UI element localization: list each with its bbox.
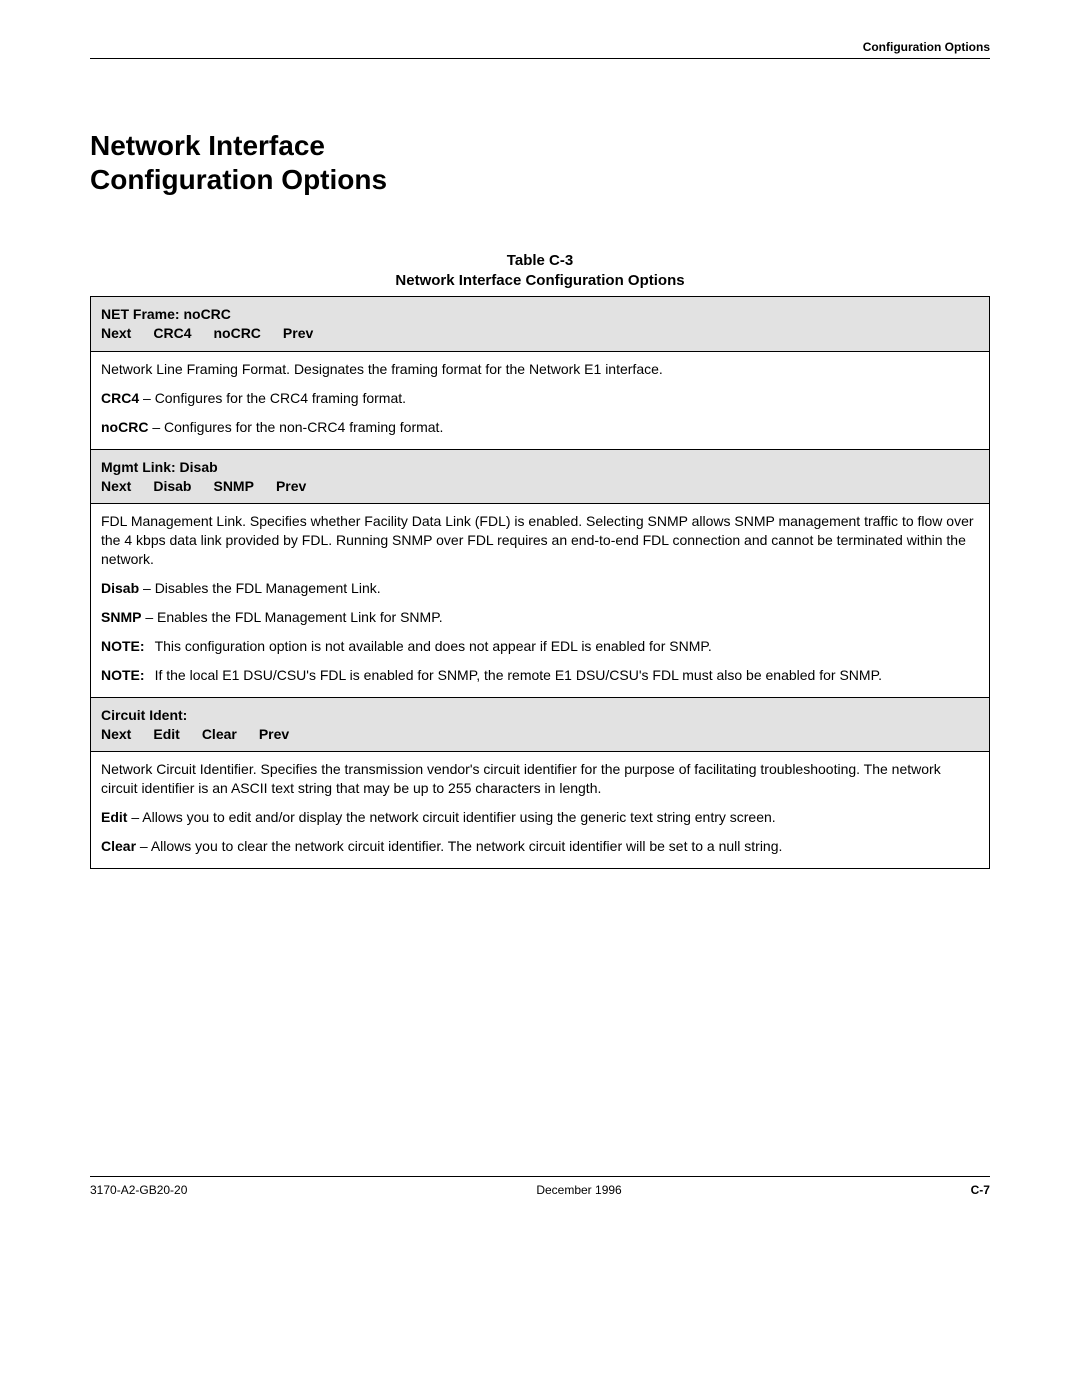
note-label: NOTE: xyxy=(101,637,145,656)
section-paragraph: FDL Management Link. Specifies whether F… xyxy=(101,512,979,569)
section-paragraph: Network Circuit Identifier. Specifies th… xyxy=(101,760,979,798)
section-paragraph: SNMP – Enables the FDL Management Link f… xyxy=(101,608,979,627)
paragraph-text: FDL Management Link. Specifies whether F… xyxy=(101,513,974,567)
section-option: Disab xyxy=(153,478,191,494)
note-text: This configuration option is not availab… xyxy=(155,637,979,656)
section-paragraph: Disab – Disables the FDL Management Link… xyxy=(101,579,979,598)
term-label: Disab xyxy=(101,580,139,596)
term-label: noCRC xyxy=(101,419,148,435)
section-option: CRC4 xyxy=(153,325,191,341)
title-line-2: Configuration Options xyxy=(90,164,387,195)
footer-date: December 1996 xyxy=(536,1183,621,1197)
title-line-1: Network Interface xyxy=(90,130,325,161)
section-paragraph: Edit – Allows you to edit and/or display… xyxy=(101,808,979,827)
section-header-title: Mgmt Link: Disab xyxy=(101,458,979,477)
note-row: NOTE: This configuration option is not av… xyxy=(101,637,979,656)
section-options-row: Next Edit Clear Prev xyxy=(101,725,979,744)
config-table: NET Frame: noCRCNextCRC4noCRCPrevNetwork… xyxy=(90,296,990,869)
footer-rule xyxy=(90,1176,990,1177)
section-options-row: Next Disab SNMP Prev xyxy=(101,477,979,496)
section-header: NET Frame: noCRCNext CRC4 noCRC Prev xyxy=(91,297,989,352)
section-body: Network Circuit Identifier. Specifies th… xyxy=(91,752,989,868)
paragraph-text: – Configures for the CRC4 framing format… xyxy=(139,390,406,406)
section-options-row: Next CRC4 noCRC Prev xyxy=(101,324,979,343)
section-body: FDL Management Link. Specifies whether F… xyxy=(91,504,989,696)
page-footer: 3170-A2-GB20-20 December 1996 C-7 xyxy=(90,1176,990,1197)
section-option: Next xyxy=(101,726,131,742)
term-label: SNMP xyxy=(101,609,141,625)
section-header-title: NET Frame: noCRC xyxy=(101,305,979,324)
term-label: Clear xyxy=(101,838,136,854)
section-option: Edit xyxy=(153,726,179,742)
section-header: Mgmt Link: DisabNext Disab SNMP Prev xyxy=(91,449,989,505)
section-option: Clear xyxy=(202,726,237,742)
section-option: Prev xyxy=(283,325,313,341)
note-row: NOTE: If the local E1 DSU/CSU's FDL is en… xyxy=(101,666,979,685)
section-option: Prev xyxy=(276,478,306,494)
paragraph-text: – Allows you to clear the network circui… xyxy=(136,838,782,854)
page-content: Configuration Options Network Interface … xyxy=(90,40,990,869)
term-label: Edit xyxy=(101,809,127,825)
paragraph-text: – Configures for the non-CRC4 framing fo… xyxy=(148,419,443,435)
page-title: Network Interface Configuration Options xyxy=(90,129,990,196)
note-text: If the local E1 DSU/CSU's FDL is enabled… xyxy=(155,666,979,685)
table-caption-line-1: Table C-3 xyxy=(507,252,573,269)
section-option: SNMP xyxy=(213,478,253,494)
paragraph-text: – Disables the FDL Management Link. xyxy=(139,580,381,596)
section-option: Next xyxy=(101,478,131,494)
table-caption-line-2: Network Interface Configuration Options xyxy=(395,272,684,289)
section-paragraph: CRC4 – Configures for the CRC4 framing f… xyxy=(101,389,979,408)
paragraph-text: – Enables the FDL Management Link for SN… xyxy=(141,609,442,625)
paragraph-text: Network Line Framing Format. Designates … xyxy=(101,361,663,377)
section-paragraph: Clear – Allows you to clear the network … xyxy=(101,837,979,856)
footer-row: 3170-A2-GB20-20 December 1996 C-7 xyxy=(90,1183,990,1197)
section-option: noCRC xyxy=(213,325,260,341)
section-paragraph: Network Line Framing Format. Designates … xyxy=(101,360,979,379)
section-option: Next xyxy=(101,325,131,341)
section-option: Prev xyxy=(259,726,289,742)
section-header: Circuit Ident:Next Edit Clear Prev xyxy=(91,697,989,753)
paragraph-text: – Allows you to edit and/or display the … xyxy=(127,809,775,825)
running-head: Configuration Options xyxy=(90,40,990,58)
section-header-title: Circuit Ident: xyxy=(101,706,979,725)
footer-page-number: C-7 xyxy=(971,1183,990,1197)
table-caption: Table C-3 Network Interface Configuratio… xyxy=(90,251,990,290)
section-body: Network Line Framing Format. Designates … xyxy=(91,352,989,449)
term-label: CRC4 xyxy=(101,390,139,406)
footer-doc-id: 3170-A2-GB20-20 xyxy=(90,1183,187,1197)
note-label: NOTE: xyxy=(101,666,145,685)
header-rule xyxy=(90,58,990,59)
paragraph-text: Network Circuit Identifier. Specifies th… xyxy=(101,761,941,796)
section-paragraph: noCRC – Configures for the non-CRC4 fram… xyxy=(101,418,979,437)
